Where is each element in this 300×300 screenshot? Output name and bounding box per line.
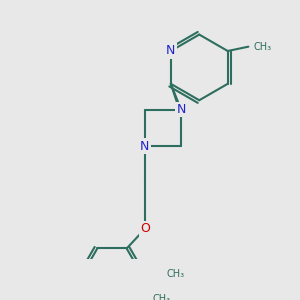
Text: CH₃: CH₃ <box>152 294 170 300</box>
Text: O: O <box>140 223 150 236</box>
Text: N: N <box>176 103 186 116</box>
Text: N: N <box>140 140 149 152</box>
Text: CH₃: CH₃ <box>167 269 185 279</box>
Text: N: N <box>166 44 176 58</box>
Text: CH₃: CH₃ <box>253 42 271 52</box>
